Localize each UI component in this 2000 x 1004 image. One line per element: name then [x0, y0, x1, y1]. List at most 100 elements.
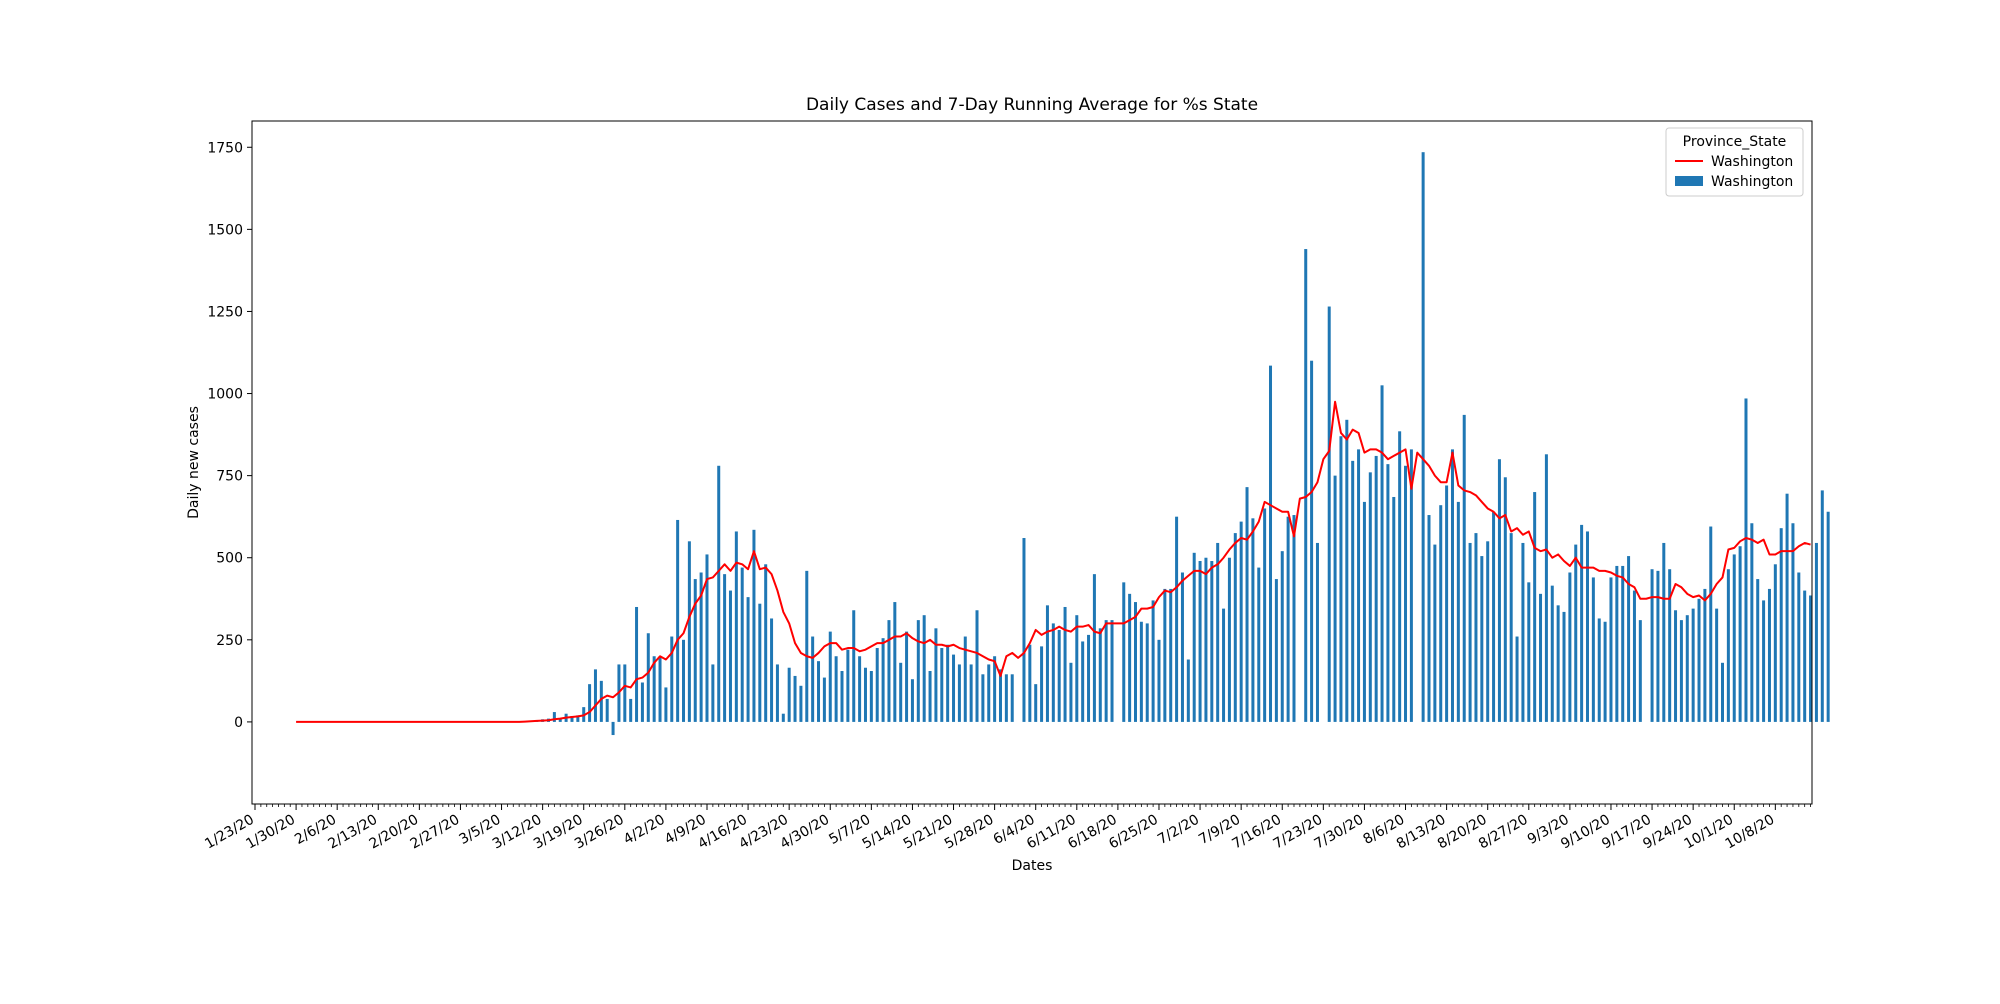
bar [1767, 588, 1771, 722]
bar [863, 667, 867, 722]
bar [1157, 639, 1161, 722]
bar [787, 667, 791, 722]
y-tick-label: 500 [216, 551, 243, 567]
y-tick-label: 0 [234, 715, 243, 731]
bar [1756, 579, 1760, 722]
bar [1709, 526, 1713, 722]
bar [1480, 556, 1484, 722]
bar [781, 713, 785, 722]
bar [1345, 419, 1349, 722]
bar [805, 570, 809, 722]
bar [558, 717, 562, 722]
bar [652, 656, 656, 722]
bar [1715, 608, 1719, 722]
bar [987, 664, 991, 722]
bar [670, 636, 674, 722]
bar [775, 664, 779, 722]
bar [1087, 634, 1091, 722]
bar [1292, 515, 1296, 722]
chart-title: Daily Cases and 7-Day Running Average fo… [806, 95, 1258, 115]
bar [646, 633, 650, 722]
bar [1222, 608, 1226, 722]
bar [605, 698, 609, 722]
bar [1069, 662, 1073, 722]
bar [1726, 569, 1730, 722]
bar [1574, 544, 1578, 722]
bar [881, 638, 885, 722]
bar [1486, 541, 1490, 722]
bar [734, 531, 738, 722]
bar [1175, 516, 1179, 722]
bar [993, 656, 997, 722]
bar [1104, 620, 1108, 722]
bar [1075, 615, 1079, 722]
bar [1092, 574, 1096, 722]
bar [1028, 644, 1032, 722]
legend-bar-label: Washington [1711, 174, 1793, 190]
bar [1809, 595, 1813, 722]
bar [611, 721, 615, 736]
bar [717, 465, 721, 722]
y-axis-label: Daily new cases [186, 406, 202, 519]
bar [1439, 505, 1443, 722]
bar [1803, 590, 1807, 722]
bar [1521, 542, 1525, 722]
bar [1057, 629, 1061, 722]
bar [1398, 431, 1402, 722]
y-tick-label: 250 [216, 633, 243, 649]
bar [998, 669, 1002, 722]
bar [1315, 542, 1319, 722]
bar [1198, 561, 1202, 722]
bar [969, 664, 973, 722]
bar [1445, 485, 1449, 722]
legend-title: Province_State [1683, 134, 1787, 150]
bar [1456, 501, 1460, 722]
bar [1374, 455, 1378, 722]
bar [1450, 449, 1454, 722]
bar [1562, 611, 1566, 722]
bar [764, 564, 768, 722]
bar [1045, 605, 1049, 722]
legend-bar-swatch [1675, 176, 1703, 186]
bar [952, 654, 956, 722]
bar [1814, 542, 1818, 722]
bar [905, 631, 909, 722]
bar [822, 677, 826, 722]
bar [946, 644, 950, 722]
bar [640, 682, 644, 722]
bar [1462, 414, 1466, 722]
bar [1627, 556, 1631, 722]
bar [1539, 593, 1543, 722]
bar [1433, 544, 1437, 722]
bar [1327, 306, 1331, 722]
bar [1310, 360, 1314, 722]
x-axis: 1/23/201/30/202/6/202/13/202/20/202/27/2… [202, 804, 1811, 852]
bar [1603, 621, 1607, 722]
bar [840, 671, 844, 722]
bar [699, 572, 703, 722]
legend-line-label: Washington [1711, 154, 1793, 170]
bar [758, 603, 762, 722]
bar [1632, 590, 1636, 722]
bar [1357, 449, 1361, 722]
bar [1421, 152, 1425, 722]
bar [869, 671, 873, 722]
bar [728, 590, 732, 722]
bar [1679, 620, 1683, 722]
bar [957, 664, 961, 722]
x-axis-label: Dates [1012, 858, 1053, 874]
y-tick-label: 1750 [207, 140, 243, 156]
bar [1139, 621, 1143, 722]
bar [975, 610, 979, 722]
bar [1274, 579, 1278, 722]
bar [1351, 460, 1355, 722]
bar [899, 662, 903, 722]
bar [1204, 557, 1208, 722]
bar [1128, 593, 1132, 722]
bar [1703, 588, 1707, 722]
bar [1134, 602, 1137, 722]
bar [1239, 521, 1243, 722]
bar [1609, 577, 1613, 722]
bar [1280, 551, 1284, 722]
